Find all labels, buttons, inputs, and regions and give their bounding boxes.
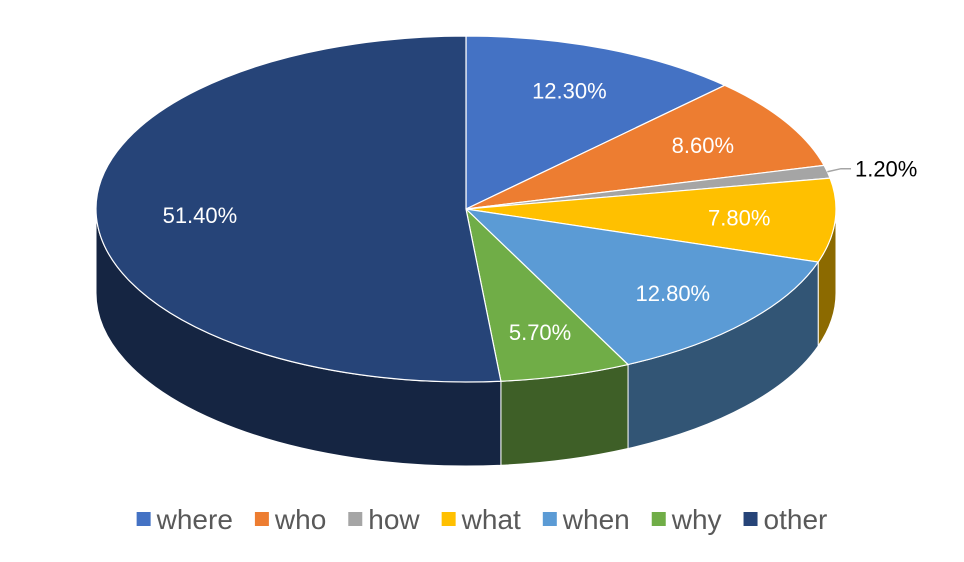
data-label-other: 51.40% <box>163 203 238 228</box>
data-label-where: 12.30% <box>532 78 607 103</box>
legend-label-where: where <box>156 504 233 535</box>
legend-item-what: what <box>441 504 521 535</box>
legend-item-how: how <box>348 504 420 535</box>
legend-label-when: when <box>562 504 630 535</box>
pie-slice-other <box>95 35 502 383</box>
pie-slice-why <box>465 208 629 382</box>
pie-slice-when <box>465 208 819 366</box>
legend-item-who: who <box>254 504 326 535</box>
data-label-why: 5.70% <box>509 320 571 345</box>
leader-line-how <box>827 167 851 173</box>
legend-item-when: when <box>542 504 630 535</box>
legend-swatch-why <box>651 512 666 526</box>
legend-label-other: other <box>764 504 828 535</box>
pie-tops <box>95 35 837 383</box>
legend-swatch-where <box>136 512 151 526</box>
data-label-how: 1.20% <box>855 157 917 182</box>
pie-sides <box>95 208 837 467</box>
data-label-what: 7.80% <box>708 205 770 230</box>
legend-swatch-other <box>743 512 758 526</box>
legend-label-how: how <box>368 504 420 535</box>
legend-label-who: who <box>274 504 326 535</box>
pie-slice-where <box>465 35 726 210</box>
pie-slice-who <box>465 84 825 210</box>
data-label-when: 12.80% <box>636 281 711 306</box>
legend-swatch-who <box>254 512 269 526</box>
pie-slice-what <box>465 177 837 263</box>
pie-labels: 12.30% 8.60% 1.20% 7.80% 12.80% 5.70% 51.40% <box>163 78 918 345</box>
legend-label-what: what <box>461 504 521 535</box>
legend-swatch-when <box>542 512 557 526</box>
legend-item-where: where <box>136 504 233 535</box>
legend-swatch-what <box>441 512 456 526</box>
legend: where who how what when why other <box>136 504 828 535</box>
legend-item-why: why <box>651 504 722 535</box>
data-label-who: 8.60% <box>672 133 734 158</box>
legend-label-why: why <box>671 504 722 535</box>
legend-swatch-how <box>348 512 363 526</box>
legend-item-other: other <box>743 504 828 535</box>
